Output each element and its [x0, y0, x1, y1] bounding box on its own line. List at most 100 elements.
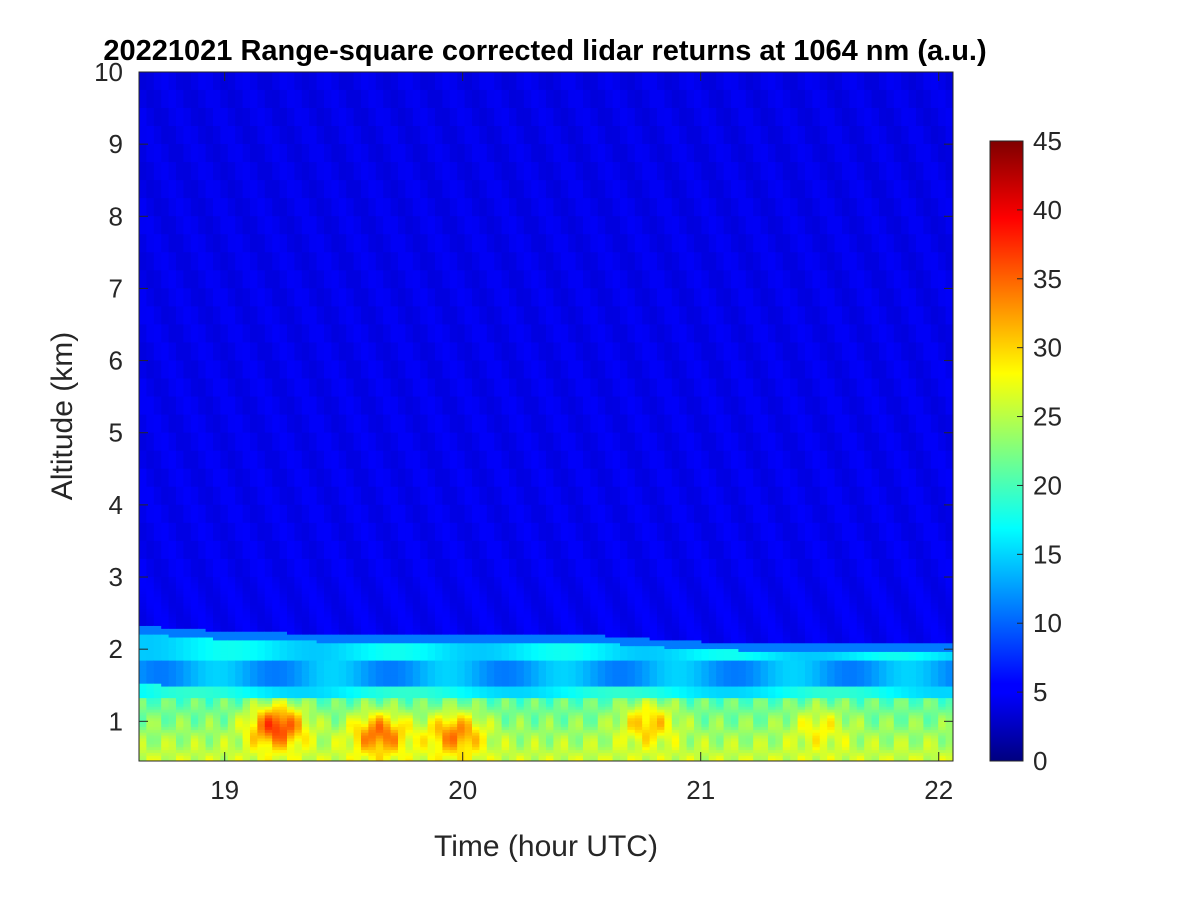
heatmap-cell — [472, 432, 480, 451]
heatmap-cell — [301, 735, 310, 739]
heatmap-cell — [398, 685, 406, 690]
heatmap-cell — [516, 735, 525, 739]
heatmap-cell — [509, 608, 517, 612]
heatmap-cell — [427, 685, 436, 690]
heatmap-cell — [264, 651, 273, 655]
heatmap-cell — [205, 706, 214, 710]
heatmap-cell — [449, 89, 458, 108]
heatmap-cell — [205, 610, 214, 615]
heatmap-cell — [176, 749, 184, 753]
heatmap-cell — [279, 631, 288, 635]
heatmap-cell — [183, 613, 192, 618]
heatmap-cell — [435, 688, 443, 693]
heatmap-cell — [390, 668, 399, 673]
heatmap-cell — [242, 89, 251, 108]
heatmap-cell — [309, 233, 318, 253]
heatmap-cell — [457, 752, 466, 756]
heatmap-cell — [316, 590, 325, 595]
heatmap-cell — [405, 287, 414, 307]
heatmap-cell — [427, 680, 436, 684]
heatmap-cell — [338, 694, 347, 699]
heatmap-cell — [486, 161, 495, 181]
heatmap-cell — [427, 740, 436, 745]
heatmap-cell — [316, 700, 325, 704]
heatmap-cell — [331, 680, 340, 684]
heatmap-cell — [301, 179, 310, 199]
heatmap-cell — [250, 700, 258, 704]
heatmap-cell — [146, 636, 155, 641]
heatmap-cell — [279, 723, 288, 727]
heatmap-cell — [501, 625, 510, 629]
heatmap-cell — [383, 72, 392, 90]
heatmap-cell — [331, 631, 340, 635]
heatmap-cell — [272, 107, 281, 126]
heatmap-cell — [412, 711, 421, 716]
heatmap-cell — [435, 631, 443, 635]
heatmap-cell — [279, 125, 288, 145]
heatmap-cell — [479, 582, 488, 586]
heatmap-cell — [294, 596, 303, 600]
heatmap-cell — [412, 648, 421, 652]
heatmap-cell — [368, 599, 377, 603]
heatmap-cell — [213, 758, 221, 761]
heatmap-cell — [442, 197, 451, 217]
heatmap-cell — [538, 720, 547, 725]
heatmap-cell — [168, 125, 177, 145]
heatmap-cell — [146, 215, 155, 235]
heatmap-cell — [205, 726, 214, 730]
heatmap-cell — [316, 657, 325, 661]
heatmap-cell — [346, 323, 355, 343]
heatmap-cell — [457, 125, 466, 145]
heatmap-cell — [412, 657, 421, 661]
heatmap-cell — [227, 450, 236, 469]
heatmap-cell — [390, 642, 399, 647]
heatmap-cell — [139, 709, 147, 713]
heatmap-cell — [294, 602, 303, 606]
heatmap-cell — [368, 468, 377, 487]
heatmap-cell — [316, 758, 325, 761]
heatmap-cell — [250, 631, 258, 635]
heatmap-cell — [353, 680, 362, 684]
heatmap-cell — [227, 125, 236, 145]
heatmap-cell — [227, 662, 236, 667]
heatmap-cell — [375, 720, 384, 725]
heatmap-cell — [294, 665, 303, 670]
heatmap-cell — [390, 680, 399, 684]
heatmap-cell — [405, 125, 414, 145]
heatmap-cell — [257, 584, 266, 589]
heatmap-cell — [220, 619, 229, 624]
heatmap-cell — [220, 522, 229, 541]
heatmap-cell — [486, 706, 495, 710]
heatmap-cell — [250, 634, 258, 638]
heatmap-cell — [250, 323, 258, 343]
heatmap-cell — [331, 737, 340, 742]
heatmap-cell — [427, 558, 436, 577]
heatmap-cell — [183, 749, 192, 753]
heatmap-cell — [449, 590, 458, 595]
heatmap-cell — [361, 680, 369, 684]
heatmap-cell — [198, 674, 207, 678]
heatmap-cell — [479, 622, 488, 626]
heatmap-cell — [324, 377, 332, 397]
heatmap-cell — [412, 625, 421, 629]
heatmap-cell — [523, 619, 532, 624]
heatmap-cell — [176, 582, 184, 586]
heatmap-cell — [250, 450, 258, 469]
heatmap-cell — [168, 743, 177, 748]
heatmap-cell — [183, 631, 192, 635]
heatmap-cell — [523, 215, 532, 235]
heatmap-cell — [257, 680, 266, 684]
heatmap-cell — [405, 665, 414, 670]
heatmap-cell — [501, 749, 510, 753]
heatmap-cell — [538, 697, 547, 701]
heatmap-cell — [235, 706, 244, 710]
heatmap-cell — [420, 711, 429, 716]
heatmap-cell — [420, 737, 429, 742]
heatmap-cell — [435, 610, 443, 615]
heatmap-cell — [390, 691, 399, 696]
heatmap-cell — [435, 648, 443, 652]
heatmap-cell — [153, 622, 162, 626]
heatmap-cell — [405, 269, 414, 289]
heatmap-cell — [227, 593, 236, 598]
heatmap-cell — [442, 654, 451, 658]
